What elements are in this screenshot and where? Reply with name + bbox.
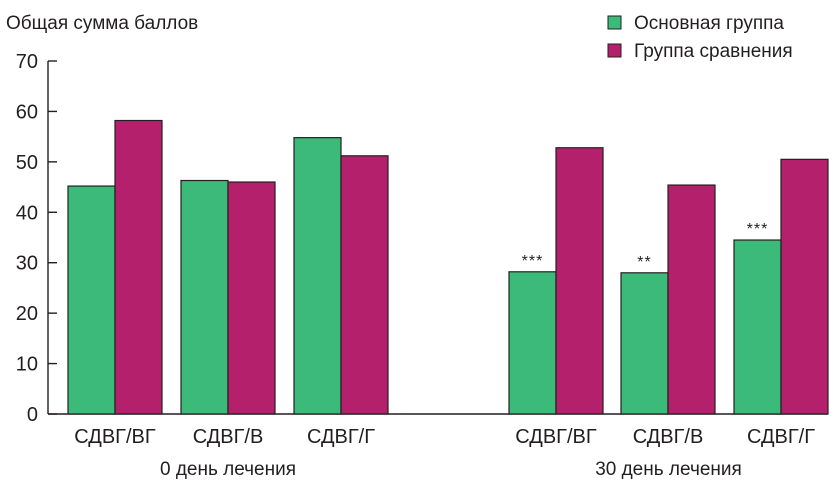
x-category-label: СДВГ/В [193, 426, 264, 448]
y-tick-label: 20 [16, 303, 38, 325]
bar-comparison-1-0 [555, 147, 604, 415]
bar-main-1-1 [620, 272, 669, 415]
legend-label-main: Основная группа [634, 13, 784, 34]
bar-comparison-0-2 [340, 155, 389, 415]
x-category-label: СДВГ/Г [747, 426, 815, 448]
x-category-label: СДВГ/Г [307, 426, 375, 448]
x-axis-labels: СДВГ/ВГ СДВГ/В СДВГ/Г0 день леченияСДВГ/ВГ… [74, 426, 815, 480]
significance-label: ** [637, 254, 651, 271]
x-group-label: 0 день лечения [160, 459, 296, 480]
x-category-label: СДВГ/В [633, 426, 704, 448]
bar-comparison-0-1 [227, 181, 276, 415]
significance-annotations: *** ***** [522, 221, 769, 271]
significance-label: *** [747, 221, 769, 238]
significance-label: *** [522, 253, 544, 270]
bar-main-0-2 [293, 137, 342, 415]
x-category-label: СДВГ/ВГ [515, 426, 597, 448]
y-tick-label: 0 [27, 404, 38, 426]
legend-swatch-comparison [607, 43, 622, 58]
bar-comparison-1-2 [780, 158, 829, 415]
legend-swatch-main [607, 15, 622, 30]
legend-label-comparison: Группа сравнения [634, 41, 793, 62]
bars [67, 119, 829, 415]
bar-main-0-0 [67, 185, 116, 415]
y-tick-label: 30 [16, 253, 38, 275]
y-tick-label: 40 [16, 202, 38, 224]
y-tick-label: 70 [16, 51, 38, 73]
x-category-label: СДВГ/ВГ [74, 426, 156, 448]
bar-main-1-0 [508, 271, 557, 415]
bar-comparison-1-1 [667, 184, 716, 415]
bar-main-1-2 [733, 239, 782, 415]
x-group-label: 30 день лечения [595, 459, 742, 480]
y-axis-title: Общая сумма баллов [6, 13, 198, 34]
bar-main-0-1 [180, 179, 229, 415]
y-tick-label: 10 [16, 354, 38, 376]
bar-comparison-0-0 [114, 119, 163, 415]
y-tick-label: 60 [16, 101, 38, 123]
y-tick-label: 50 [16, 152, 38, 174]
legend: Основная группа Группа сравнения [607, 13, 793, 62]
